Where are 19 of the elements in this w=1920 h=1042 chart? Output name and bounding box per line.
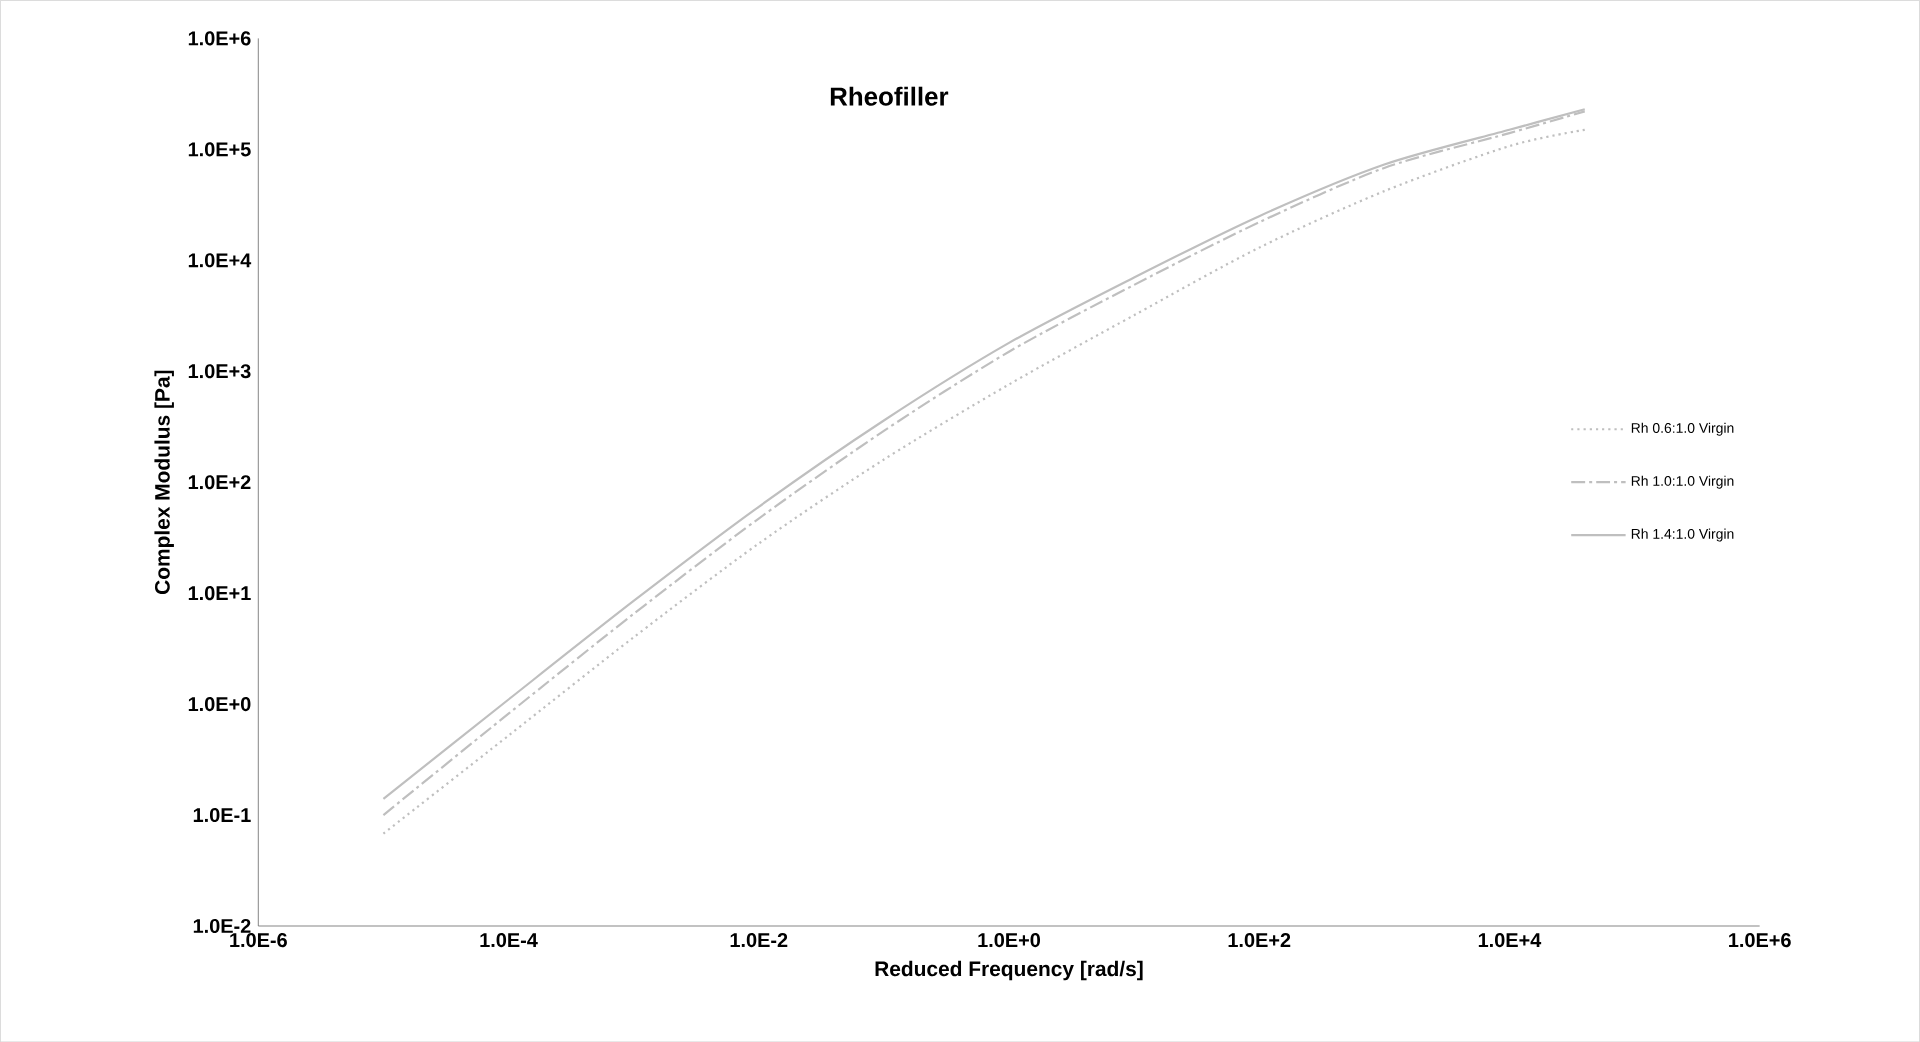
y-tick-label: 1.0E+4 — [188, 253, 252, 268]
x-tick-label: 1.0E-2 — [730, 932, 788, 947]
y-tick-label: 1.0E+6 — [188, 31, 251, 46]
y-axis-title: Complex Modulus [Pa] — [154, 370, 174, 594]
y-tick-label: 1.0E+5 — [188, 142, 251, 157]
y-tick-label: 1.0E-2 — [193, 918, 251, 933]
y-tick-label: 1.0E+3 — [188, 364, 251, 379]
x-tick-label: 1.0E+0 — [978, 932, 1041, 947]
y-tick-label: 1.0E+2 — [188, 474, 251, 490]
x-tick-label: 1.0E-6 — [230, 932, 287, 947]
x-axis-title: Reduced Frequency [rad/s] — [875, 960, 1143, 981]
y-tick-label: 1.0E+1 — [188, 585, 251, 601]
x-tick-label: 1.0E-4 — [480, 932, 538, 947]
x-tick-label: 1.0E+6 — [1729, 932, 1791, 947]
text: Rheofiller — [830, 86, 949, 106]
x-tick-label: 1.0E+2 — [1228, 932, 1291, 947]
y-tick-label: 1.0E-1 — [193, 807, 251, 822]
y-tick-label: 1.0E+0 — [188, 696, 251, 711]
x-tick-label: 1.0E+4 — [1478, 932, 1542, 947]
